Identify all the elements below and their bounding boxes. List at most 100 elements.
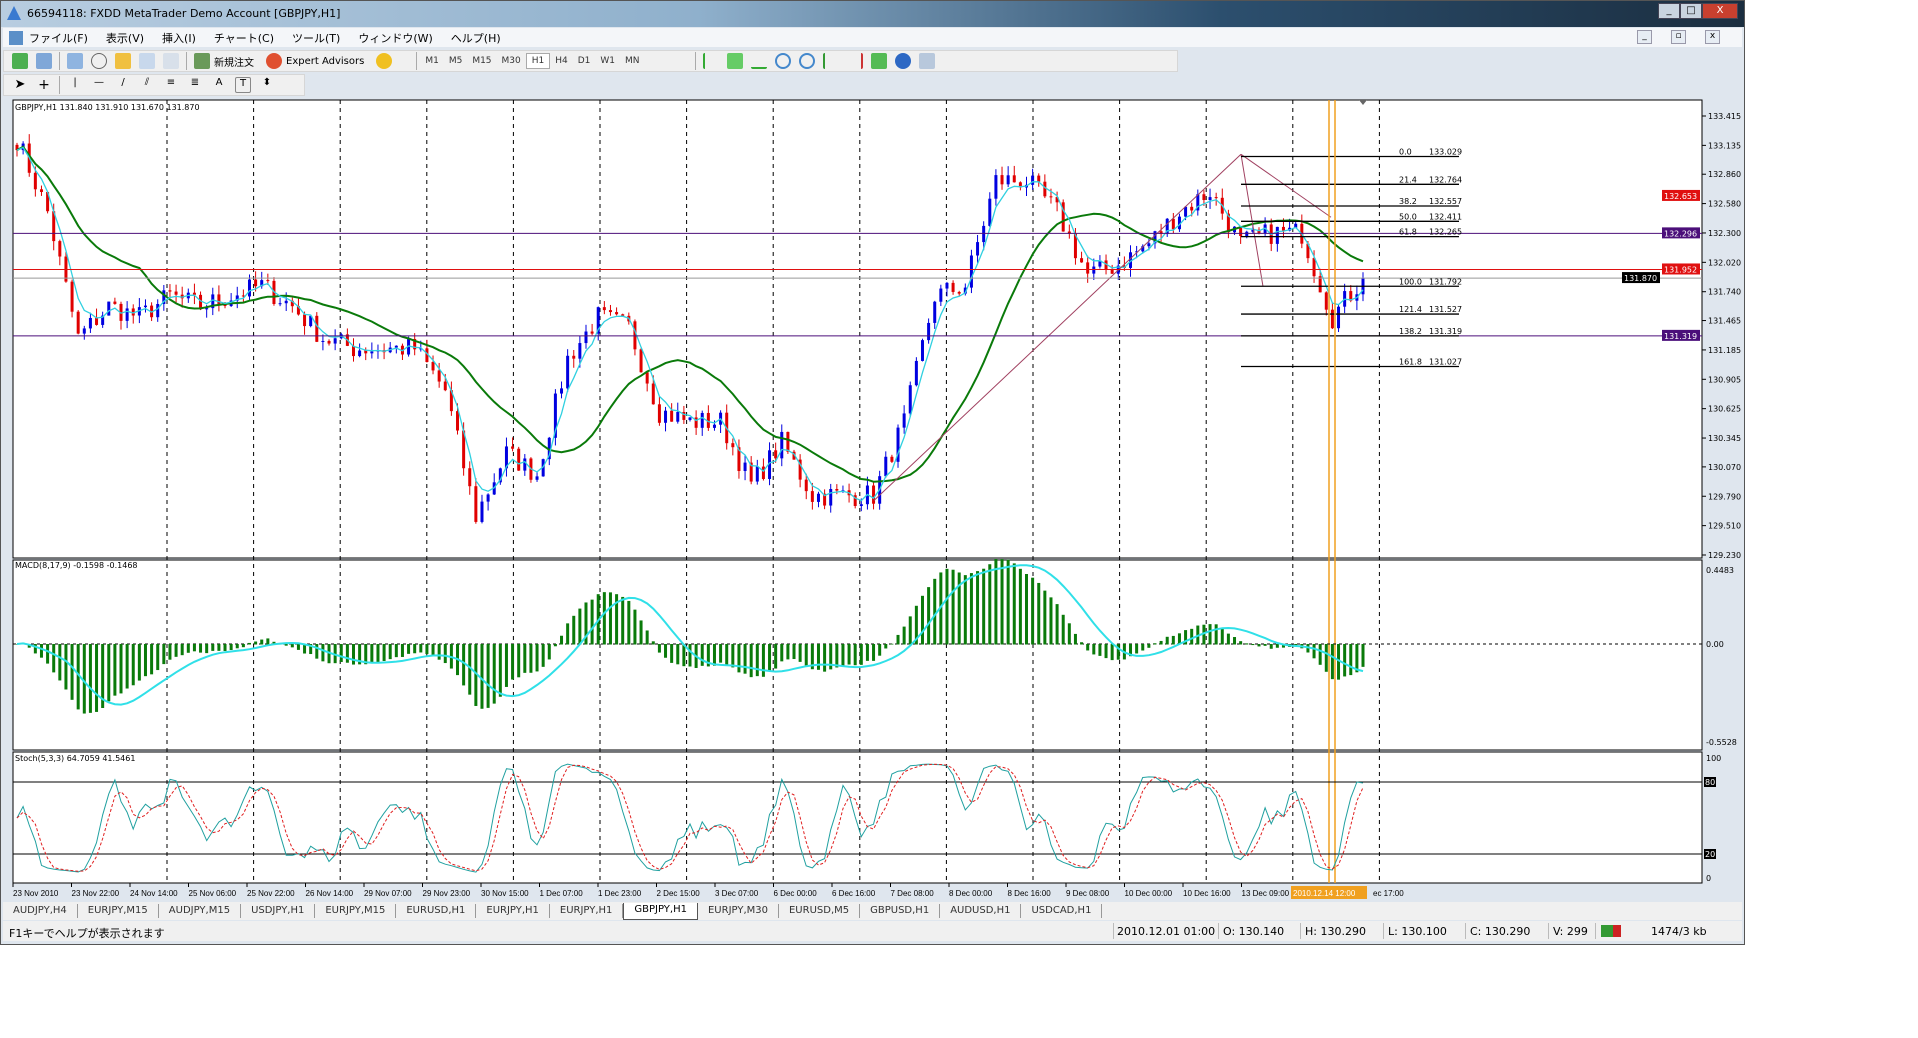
navigator-icon[interactable]	[115, 53, 131, 69]
chart-tab[interactable]: USDCAD,H1	[1021, 904, 1103, 918]
minimize-button[interactable]: _	[1658, 3, 1680, 19]
fibo-price: 132.764	[1429, 175, 1462, 184]
expert-advisors-button[interactable]: Expert Advisors	[286, 55, 365, 67]
chart-tab[interactable]: AUDJPY,M15	[159, 904, 242, 918]
terminal-icon[interactable]	[139, 53, 155, 69]
text-label-icon[interactable]: A	[215, 77, 223, 88]
candle-body	[143, 305, 147, 308]
strategy-tester-icon[interactable]	[163, 53, 179, 69]
timeframe-h1[interactable]: H1	[525, 53, 551, 69]
time-tick-label: 23 Nov 22:00	[72, 889, 120, 898]
timeframe-m1[interactable]: M1	[425, 56, 439, 66]
chart-tab[interactable]: EURJPY,H1	[476, 904, 550, 918]
timeframe-h4[interactable]: H4	[555, 56, 568, 66]
fibo-level: 0.0	[1399, 147, 1412, 156]
chart-tab[interactable]: USDJPY,H1	[241, 904, 316, 918]
line-chart-icon[interactable]	[750, 53, 767, 69]
chart-tab[interactable]: EURJPY,M15	[78, 904, 159, 918]
timeframe-m15[interactable]: M15	[472, 56, 492, 66]
chart-tab[interactable]: AUDUSD,H1	[940, 904, 1022, 918]
chart-tab[interactable]: AUDJPY,H4	[3, 904, 78, 918]
candle-body	[498, 468, 502, 483]
macd-bar	[1135, 644, 1139, 654]
price-label: 131.952	[1664, 265, 1697, 274]
chart-tab[interactable]: GBPUSD,H1	[860, 904, 941, 918]
macd-bar	[890, 643, 894, 645]
chart-tab[interactable]: EURUSD,M5	[779, 904, 861, 918]
zoom-in-icon[interactable]	[774, 53, 791, 69]
menu-tools[interactable]: ツール(T)	[292, 31, 341, 45]
vertical-line-icon[interactable]: |	[73, 77, 77, 88]
menu-view[interactable]: 表示(V)	[105, 31, 145, 45]
chart-tab[interactable]: EURJPY,H1	[550, 904, 624, 918]
macd-bar	[688, 644, 692, 667]
candle-body	[976, 242, 980, 256]
chart-minimize-button[interactable]: _	[1637, 30, 1652, 44]
horizontal-line-icon[interactable]: —	[94, 77, 104, 88]
status-low: L: 130.100	[1388, 925, 1447, 938]
candle-body	[1177, 216, 1181, 230]
macd-bar	[199, 644, 203, 653]
candle-body	[174, 291, 178, 295]
macd-bar	[486, 644, 490, 708]
chart-close-button[interactable]: x	[1705, 30, 1720, 44]
fibo-retracement-icon[interactable]: ≡	[166, 77, 176, 88]
maximize-button[interactable]: □	[1680, 3, 1702, 19]
timeframe-d1[interactable]: D1	[577, 56, 591, 66]
stoch-level-bg	[1704, 849, 1716, 859]
bar-chart-icon[interactable]	[702, 53, 719, 69]
text-icon[interactable]: T	[235, 77, 251, 93]
chart-area[interactable]: 133.415 133.135 132.860 132.580 132.300 132.0…	[1, 98, 1746, 903]
chart-tab[interactable]: GBPJPY,H1	[623, 902, 698, 920]
candle-body	[462, 430, 466, 469]
chart-tab[interactable]: EURJPY,M15	[315, 904, 397, 918]
macd-bar	[247, 642, 251, 645]
arrows-icon[interactable]: ⬍	[262, 77, 272, 88]
new-order-button[interactable]: 新規注文	[214, 57, 254, 69]
periods-icon[interactable]	[894, 53, 911, 69]
new-chart-icon[interactable]	[12, 53, 28, 69]
timeframe-m5[interactable]: M5	[448, 56, 463, 66]
chart-tab[interactable]: EURJPY,M30	[698, 904, 779, 918]
macd-bar	[1098, 644, 1102, 656]
candlestick-icon[interactable]	[726, 53, 743, 69]
candle-body	[939, 288, 943, 302]
timeframe-m30[interactable]: M30	[501, 56, 521, 66]
chart-tab[interactable]: EURUSD,H1	[396, 904, 477, 918]
macd-bar	[339, 644, 343, 662]
fibo-expansion-icon[interactable]: ≣	[190, 77, 200, 88]
templates-icon[interactable]	[918, 53, 935, 69]
candle-body	[951, 282, 955, 292]
macd-bar	[364, 644, 368, 665]
close-button[interactable]: X	[1702, 3, 1738, 19]
chart-restore-button[interactable]: ▫	[1671, 30, 1686, 44]
macd-bar	[76, 644, 80, 710]
trendline-icon[interactable]: /	[121, 77, 125, 88]
equidistant-channel-icon[interactable]: ⫽	[144, 77, 150, 88]
cursor-icon[interactable]: ➤	[14, 77, 26, 92]
candle-body	[1281, 226, 1285, 231]
auto-scroll-icon[interactable]	[822, 53, 839, 69]
candle-body	[358, 350, 362, 357]
macd-bar	[39, 644, 43, 658]
menu-help[interactable]: ヘルプ(H)	[450, 31, 501, 45]
chart-shift-icon[interactable]	[847, 53, 863, 69]
market-watch-icon[interactable]	[67, 53, 83, 69]
macd-bar	[884, 644, 888, 649]
candle-body	[694, 417, 698, 428]
warning-icon[interactable]	[376, 53, 393, 69]
menu-window[interactable]: ウィンドウ(W)	[358, 31, 433, 45]
macd-bar	[823, 644, 827, 672]
profiles-icon[interactable]	[36, 53, 52, 69]
crosshair-icon[interactable]: +	[38, 77, 50, 93]
macd-bar	[1018, 568, 1022, 645]
timeframe-mn[interactable]: MN	[625, 56, 640, 66]
zoom-out-icon[interactable]	[798, 53, 815, 69]
macd-bar	[1294, 644, 1298, 646]
menu-file[interactable]: ファイル(F)	[29, 31, 88, 45]
data-window-icon[interactable]	[91, 53, 107, 69]
timeframe-w1[interactable]: W1	[600, 56, 616, 66]
menu-insert[interactable]: 挿入(I)	[162, 31, 196, 45]
menu-chart[interactable]: チャート(C)	[213, 31, 275, 45]
indicators-icon[interactable]	[870, 53, 887, 69]
